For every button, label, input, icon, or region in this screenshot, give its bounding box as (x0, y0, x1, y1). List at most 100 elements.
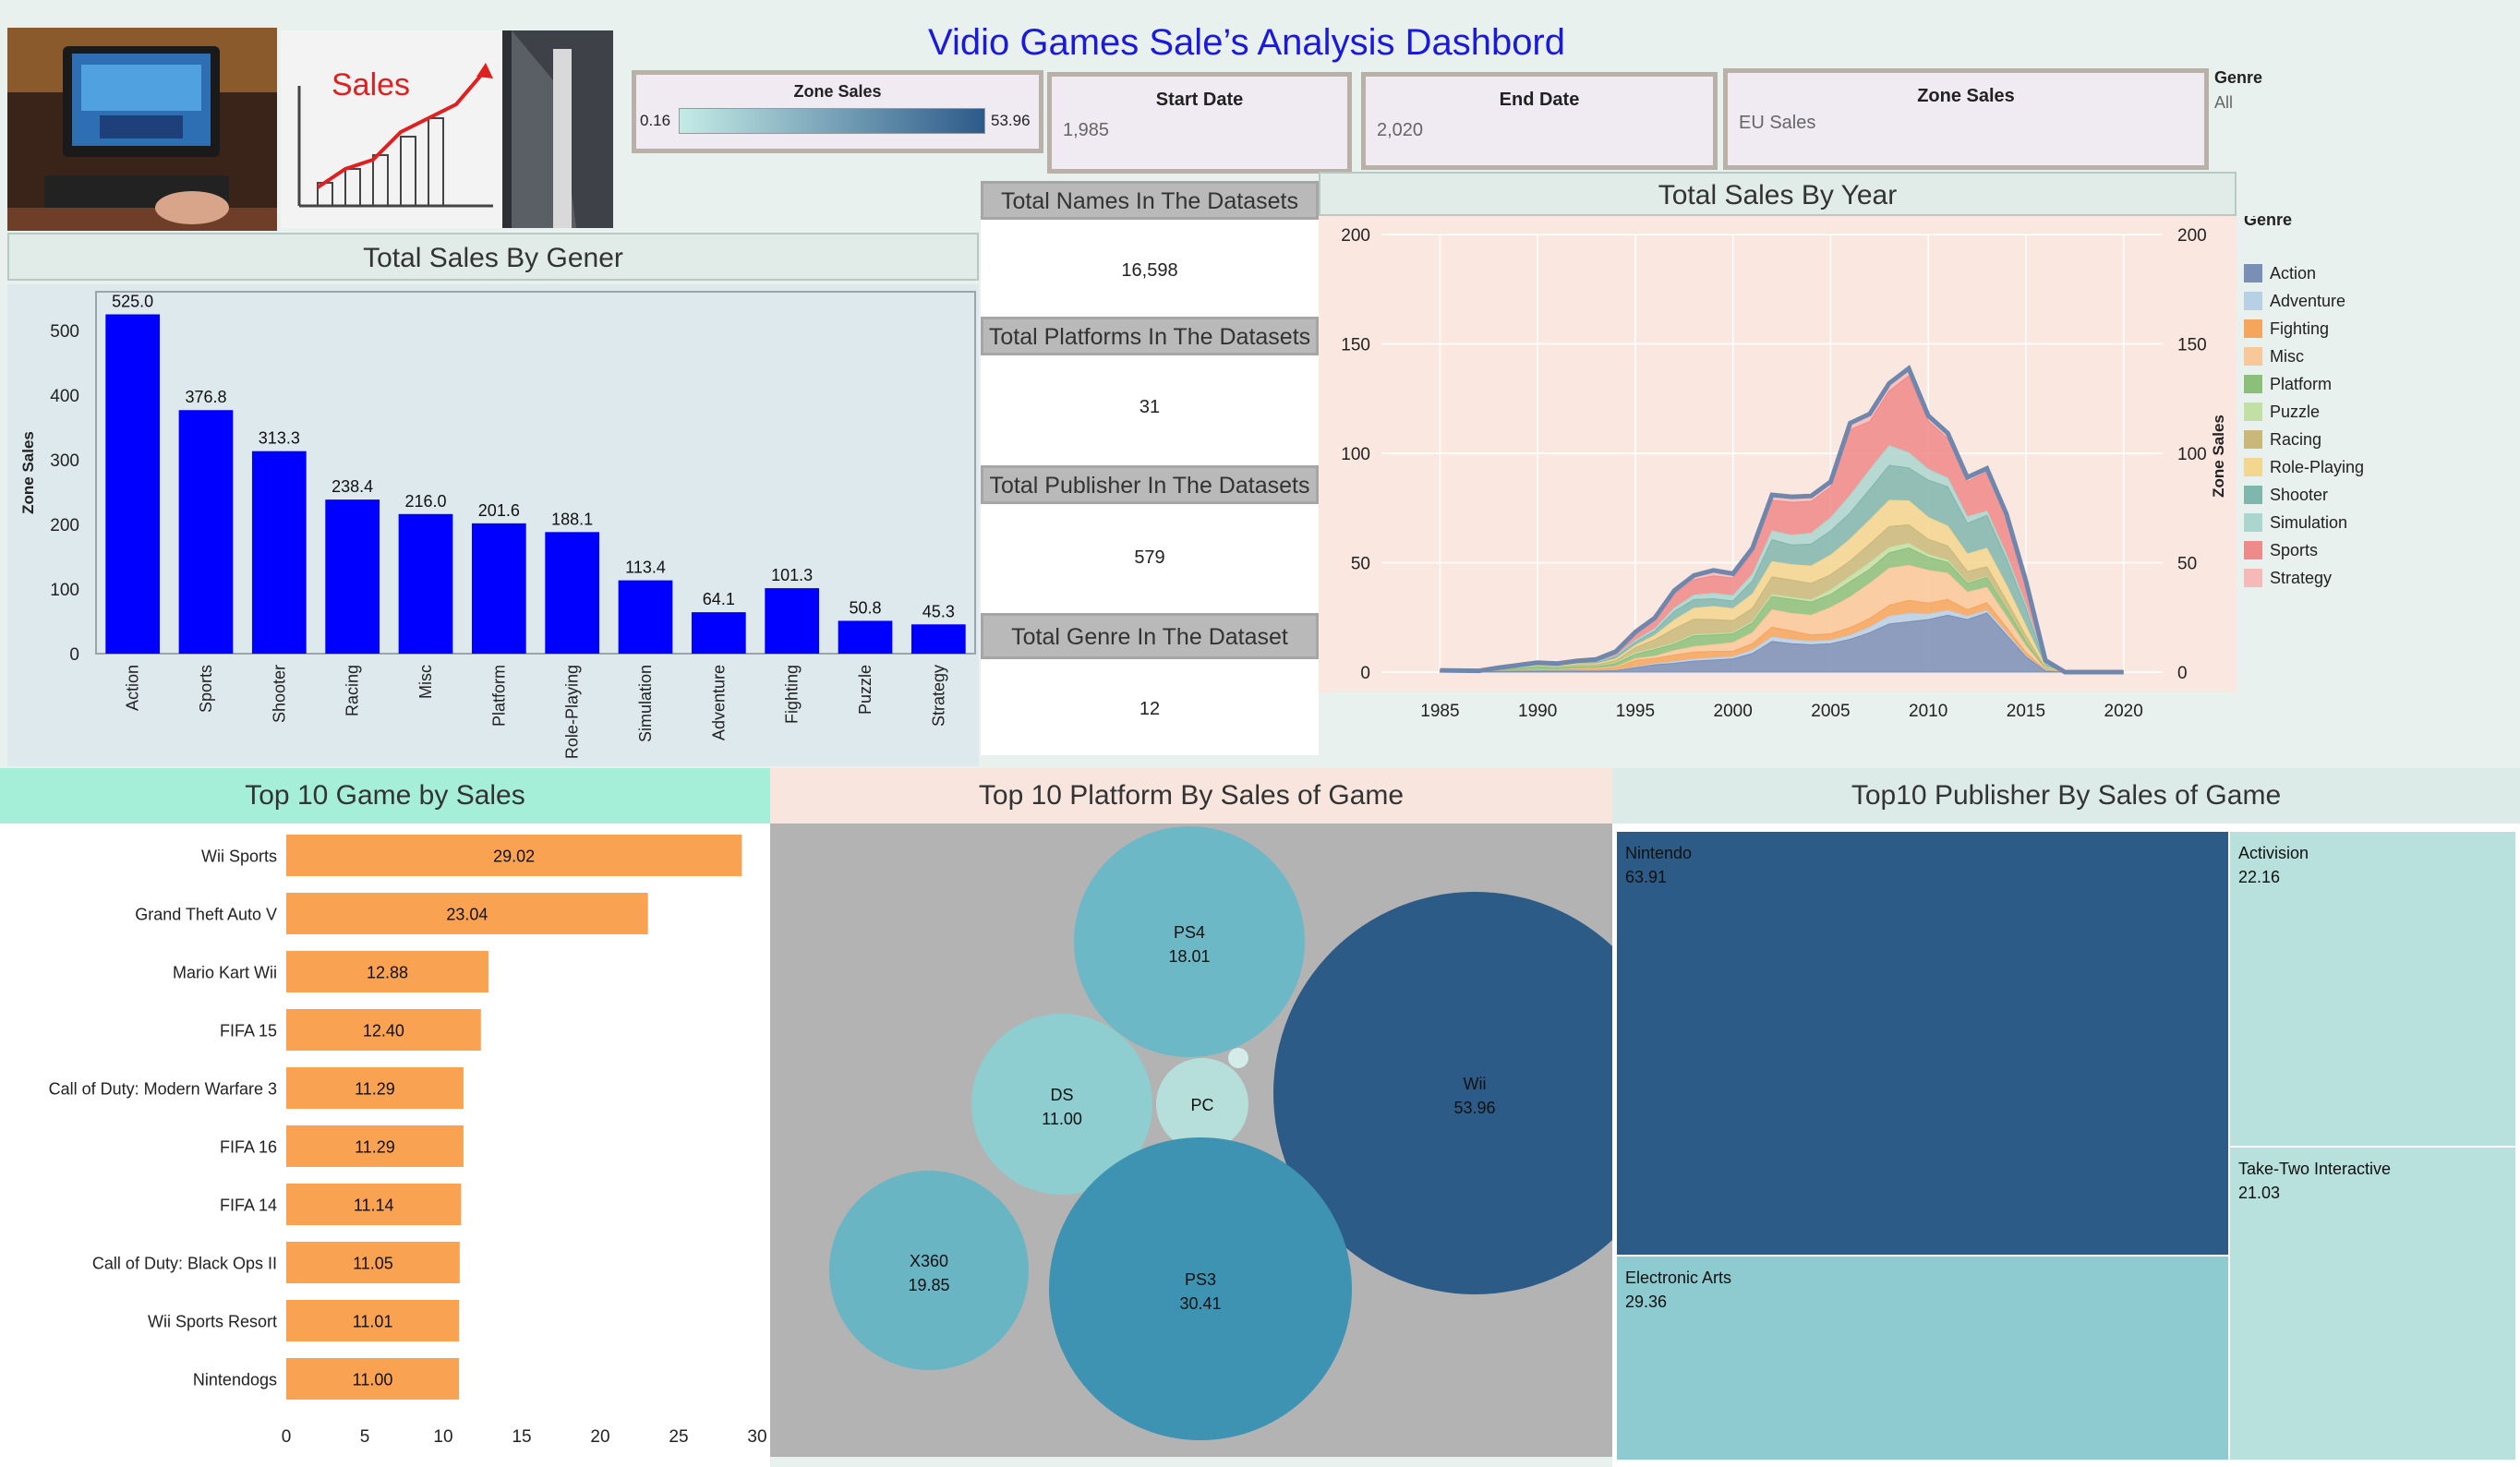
game-bar-wii-sports-resort[interactable] (286, 1300, 460, 1341)
platform-name-label: PC (1190, 1096, 1213, 1114)
genre-bar-puzzle[interactable] (838, 620, 893, 654)
game-bar-fifa-14[interactable] (286, 1184, 462, 1225)
legend-swatch-role-playing[interactable] (2244, 458, 2262, 476)
legend-label-simulation[interactable]: Simulation (2270, 513, 2347, 532)
legend-swatch-adventure[interactable] (2244, 292, 2262, 310)
platform-bubble-pc[interactable] (1156, 1058, 1248, 1150)
game-bar-fifa-15[interactable] (286, 1009, 481, 1051)
legend-swatch-simulation[interactable] (2244, 513, 2262, 532)
year-xtick-label: 2000 (1714, 702, 1753, 721)
dashboard-title: Vidio Games Sale’s Analysis Dashbord (928, 22, 1565, 63)
platform-bubble-ds[interactable] (971, 1014, 1152, 1195)
platform-bubble-other[interactable] (1228, 1048, 1248, 1068)
year-xtick-label: 1990 (1518, 702, 1557, 721)
zone-sales-filter[interactable]: Zone Sales EU Sales (1723, 68, 2209, 170)
legend-swatch-racing[interactable] (2244, 430, 2262, 449)
genre-bar-simulation[interactable] (618, 580, 673, 654)
legend-label-fighting[interactable]: Fighting (2270, 319, 2329, 338)
game-bar-call-of-duty-black-ops-ii[interactable] (286, 1242, 460, 1283)
genre-bar-shooter[interactable] (251, 451, 307, 654)
genre-filter-value[interactable]: All (2214, 93, 2234, 112)
publisher-name-label: Electronic Arts (1625, 1269, 1731, 1287)
top-games-bar-chart: 29.02 Wii Sports 23.04 Grand Theft Auto V 12… (0, 824, 770, 1467)
year-ytick-label-right: 150 (2177, 336, 2207, 355)
zone-sales-filter-value[interactable]: EU Sales (1739, 113, 1816, 133)
platform-bubble-x360[interactable] (829, 1171, 1029, 1370)
legend-label-misc[interactable]: Misc (2270, 347, 2304, 366)
game-bar-value-label: 11.14 (354, 1196, 394, 1215)
genre-bar-action[interactable] (105, 314, 161, 655)
game-name-label: Grand Theft Auto V (135, 906, 277, 924)
platform-bubble-ps3[interactable] (1049, 1137, 1352, 1440)
genre-bar-value-label: 50.8 (849, 598, 881, 617)
publisher-value-label: 22.16 (2238, 868, 2280, 886)
start-date-filter[interactable]: Start Date 1,985 (1047, 72, 1352, 174)
legend-label-strategy[interactable]: Strategy (2270, 569, 2332, 587)
genre-category-label: Shooter (270, 665, 288, 723)
publisher-tile-nintendo[interactable] (1615, 830, 2230, 1257)
publisher-value-label: 29.36 (1625, 1293, 1667, 1311)
genre-bar-misc[interactable] (398, 513, 453, 654)
genre-bar-platform[interactable] (471, 523, 526, 654)
legend-label-racing[interactable]: Racing (2270, 430, 2321, 449)
platform-bubble-wii[interactable] (1273, 892, 1612, 1294)
genre-ytick-label: 100 (50, 581, 79, 600)
genre-filter[interactable]: Genre All (2214, 68, 2262, 113)
kpi-platforms-label: Total Platforms In The Datasets (981, 317, 1319, 355)
publisher-tile-activision[interactable] (2228, 830, 2517, 1148)
year-chart-title: Total Sales By Year (1319, 172, 2237, 216)
publisher-value-label: 21.03 (2238, 1184, 2280, 1202)
legend-swatch-fighting[interactable] (2244, 319, 2262, 338)
total-sales-line (1440, 365, 2124, 675)
genre-bar-role-playing[interactable] (545, 532, 600, 654)
legend-label-adventure[interactable]: Adventure (2270, 292, 2345, 310)
game-bar-value-label: 11.00 (353, 1371, 393, 1389)
legend-swatch-platform[interactable] (2244, 375, 2262, 393)
legend-label-platform[interactable]: Platform (2270, 375, 2332, 393)
zone-sales-filter-title: Zone Sales (1917, 86, 2015, 106)
publisher-tile-electronic-arts[interactable] (1615, 1255, 2230, 1461)
game-bar-grand-theft-auto-v[interactable] (286, 893, 648, 934)
genre-ytick-label: 300 (50, 451, 79, 471)
end-date-filter[interactable]: End Date 2,020 (1361, 72, 1718, 170)
game-bar-nintendogs[interactable] (286, 1358, 459, 1400)
game-bar-fifa-16[interactable] (286, 1125, 464, 1167)
genre-bar-adventure[interactable] (691, 612, 746, 654)
game-name-label: Call of Duty: Black Ops II (92, 1255, 277, 1273)
legend-swatch-shooter[interactable] (2244, 486, 2262, 504)
publisher-name-label: Take-Two Interactive (2238, 1160, 2391, 1178)
platform-bubble-ps4[interactable] (1074, 826, 1305, 1057)
year-xtick-label: 1985 (1420, 702, 1459, 721)
end-date-value[interactable]: 2,020 (1377, 120, 1424, 140)
legend-swatch-strategy[interactable] (2244, 569, 2262, 587)
games-xtick-label: 30 (747, 1427, 766, 1447)
year-sales-area-chart: 0 0 50 50 100 100 150 150 200 200 1985 1990 1995 2000… (1319, 216, 2519, 766)
game-bar-wii-sports[interactable] (286, 835, 742, 876)
genre-category-label: Racing (344, 665, 362, 716)
genre-bar-sports[interactable] (178, 410, 234, 654)
kpi-genres-value: 12 (981, 699, 1319, 720)
genre-bar-racing[interactable] (325, 499, 380, 654)
start-date-value[interactable]: 1,985 (1063, 120, 1110, 140)
year-legend-title: Genre (2244, 216, 2292, 229)
legend-swatch-misc[interactable] (2244, 347, 2262, 366)
genre-bar-fighting[interactable] (765, 588, 820, 654)
game-name-label: Wii Sports (201, 848, 277, 866)
genre-bar-value-label: 216.0 (404, 492, 446, 511)
year-xtick-label: 1995 (1616, 702, 1655, 721)
legend-label-shooter[interactable]: Shooter (2270, 486, 2328, 504)
legend-label-action[interactable]: Action (2270, 264, 2316, 283)
legend-label-sports[interactable]: Sports (2270, 541, 2318, 559)
legend-swatch-puzzle[interactable] (2244, 403, 2262, 421)
publisher-tile-take-two-interactive[interactable] (2228, 1146, 2517, 1461)
legend-label-role-playing[interactable]: Role-Playing (2270, 458, 2364, 476)
games-xtick-label: 20 (590, 1427, 609, 1447)
game-bar-call-of-duty-modern-warfare-3[interactable] (286, 1067, 464, 1109)
legend-swatch-sports[interactable] (2244, 541, 2262, 559)
game-bar-mario-kart-wii[interactable] (286, 951, 488, 992)
genre-bar-strategy[interactable] (910, 624, 966, 654)
legend-label-puzzle[interactable]: Puzzle (2270, 403, 2320, 421)
legend-swatch-action[interactable] (2244, 264, 2262, 283)
zone-sales-max: 53.96 (991, 112, 1031, 129)
games-xtick-label: 0 (282, 1427, 292, 1447)
